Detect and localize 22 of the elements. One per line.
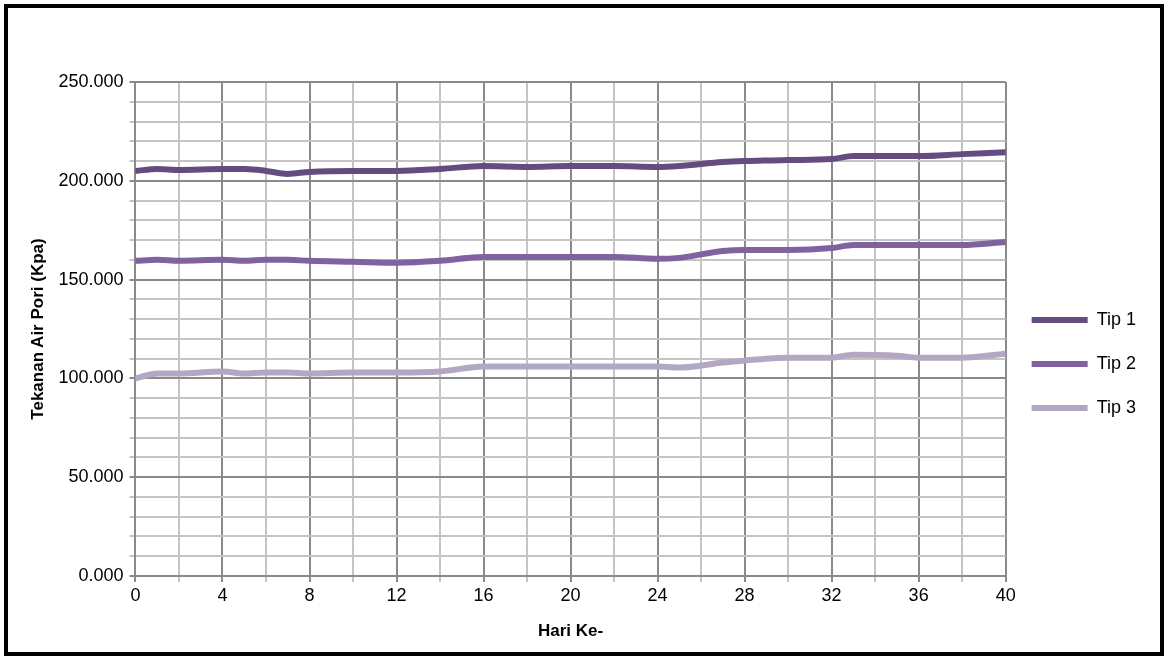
x-tick-label: 40 — [995, 584, 1016, 605]
x-tick-label: 24 — [647, 584, 668, 605]
x-tick-label: 4 — [217, 584, 228, 605]
y-axis-title: Tekanan Air Pori (Kpa) — [27, 238, 47, 420]
x-axis-title: Hari Ke- — [537, 621, 604, 641]
x-tick-label: 28 — [734, 584, 755, 605]
y-tick-label: 50.000 — [68, 466, 124, 487]
y-tick-label: 250.000 — [58, 70, 124, 91]
x-tick-label: 16 — [473, 584, 494, 605]
legend-label: Tip 3 — [1096, 396, 1137, 417]
y-tick-label: 200.000 — [58, 169, 124, 190]
x-tick-label: 8 — [304, 584, 315, 605]
x-tick-label: 32 — [821, 584, 842, 605]
legend-label: Tip 2 — [1096, 352, 1137, 373]
x-tick-label: 12 — [386, 584, 407, 605]
x-tick-label: 20 — [560, 584, 581, 605]
x-tick-label: 36 — [908, 584, 929, 605]
y-tick-label: 100.000 — [58, 367, 124, 388]
legend-label: Tip 1 — [1096, 308, 1137, 329]
y-tick-label: 0.000 — [78, 564, 124, 585]
x-tick-label: 0 — [130, 584, 141, 605]
y-tick-label: 150.000 — [58, 268, 124, 289]
